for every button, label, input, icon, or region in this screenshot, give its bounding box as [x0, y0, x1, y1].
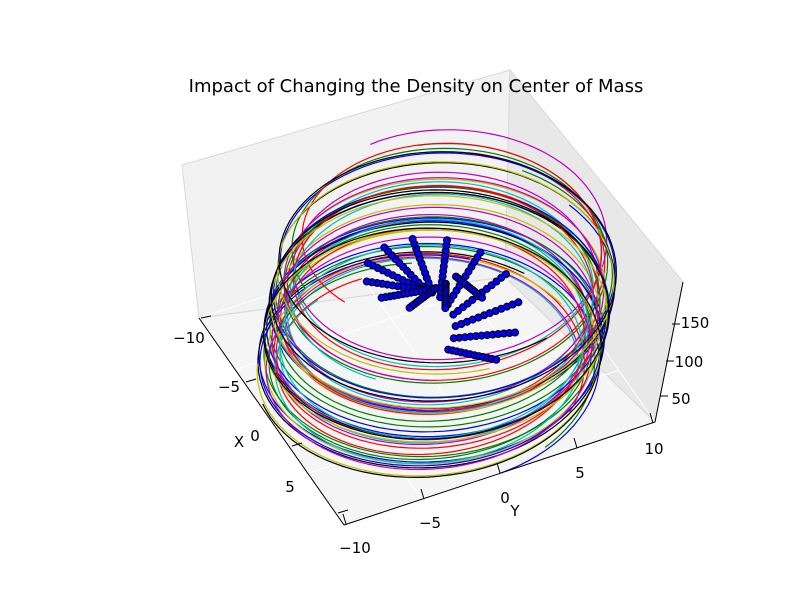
y-tick-label: −5 — [419, 514, 441, 532]
x-ticks — [200, 315, 349, 514]
center-of-mass-point — [363, 259, 372, 268]
x-tick-label: 5 — [285, 478, 295, 496]
z-axis-line — [654, 281, 684, 423]
y-tick-label: 10 — [644, 440, 663, 458]
z-ticks — [660, 323, 680, 397]
x-tick-label: −10 — [173, 329, 205, 347]
spiral-line — [268, 147, 609, 461]
z-tick-label: 150 — [681, 314, 710, 332]
spiral-line — [275, 142, 603, 456]
spiral-line — [258, 191, 616, 475]
z-tick-label: 100 — [675, 353, 704, 371]
y-axis-line — [343, 421, 656, 526]
z-tick-label: 50 — [671, 390, 690, 408]
center-of-mass-point — [362, 277, 371, 286]
y-tick-label: 0 — [500, 489, 510, 507]
center-of-mass-point — [377, 293, 386, 302]
spiral-line — [265, 177, 605, 471]
x-axis-label: X — [234, 433, 244, 451]
x-tick-mark — [291, 442, 303, 447]
y-tick-mark — [496, 462, 501, 474]
center-of-mass-point — [408, 235, 417, 243]
center-of-mass-points — [362, 235, 523, 364]
x-axis-line — [198, 317, 345, 526]
y-axis-label: Y — [509, 502, 520, 520]
y-tick-mark — [573, 437, 578, 449]
center-of-mass-point — [443, 236, 451, 245]
x-tick-label: −5 — [218, 378, 240, 396]
center-of-mass-point — [502, 270, 510, 279]
center-of-mass-point — [405, 303, 414, 312]
center-of-mass-point — [514, 298, 523, 307]
center-of-mass-point — [476, 248, 485, 257]
y-tick-mark — [649, 412, 654, 424]
x-tick-label: 0 — [250, 427, 260, 445]
x-tick-mark — [337, 509, 349, 514]
y-tick-mark — [420, 488, 425, 500]
center-of-mass-point — [492, 355, 501, 364]
spiral-line — [256, 161, 615, 477]
center-of-mass-point — [511, 328, 519, 337]
center-of-mass-point — [441, 304, 450, 313]
center-of-mass-point — [478, 293, 487, 302]
y-tick-label: −10 — [339, 539, 371, 557]
spiral-line — [279, 142, 602, 444]
y-ticks — [342, 412, 654, 525]
center-of-mass-point — [380, 243, 389, 252]
spiral-line — [262, 151, 617, 479]
x-tick-mark — [200, 315, 212, 319]
x-tick-mark — [245, 378, 257, 383]
chart-title: Impact of Changing the Density on Center… — [189, 76, 644, 97]
y-tick-label: 5 — [575, 464, 585, 482]
y-tick-mark — [342, 513, 347, 525]
spiral-lines — [256, 129, 617, 479]
